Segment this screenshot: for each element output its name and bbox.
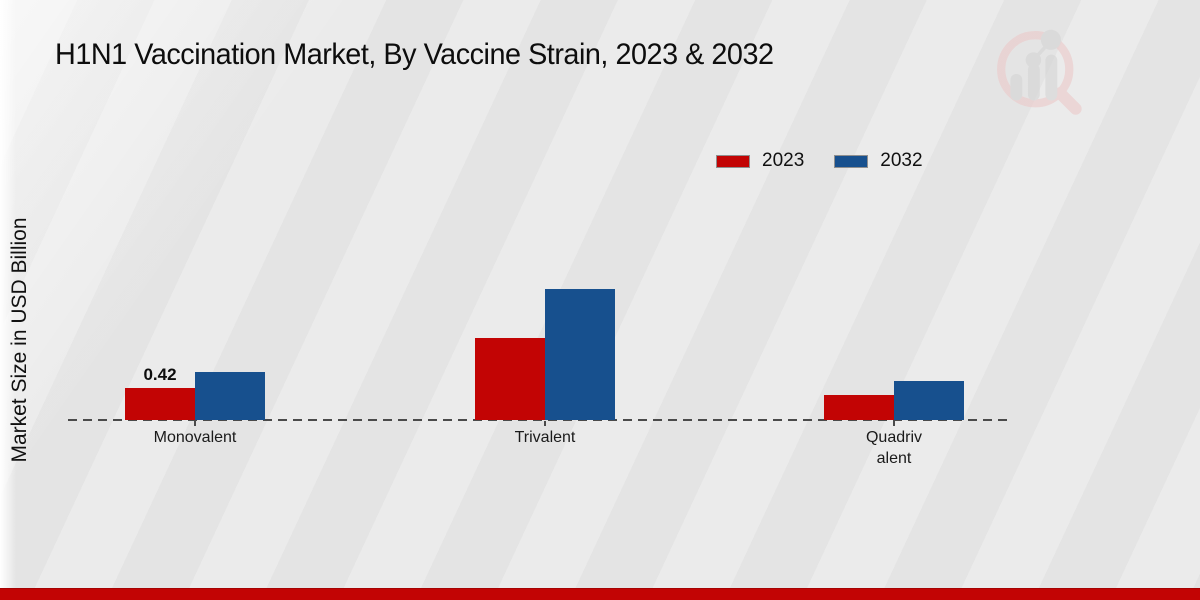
x-axis-tick	[893, 421, 895, 426]
bar-2032-quadrivalent	[894, 381, 964, 420]
chart-title: H1N1 Vaccination Market, By Vaccine Stra…	[55, 38, 774, 71]
footer-accent-bar	[0, 588, 1200, 600]
legend-label-2023: 2023	[762, 150, 805, 171]
legend-swatch-2032	[834, 154, 869, 168]
x-axis-tick	[544, 421, 546, 426]
x-axis-line	[68, 419, 1008, 421]
bar-2032-trivalent	[545, 288, 615, 420]
x-tick-label-quadrivalent: Quadriv alent	[865, 429, 923, 467]
legend-swatch-2023	[716, 154, 750, 168]
bar-value-label: 0.42	[143, 364, 177, 384]
logo-icon	[997, 29, 1082, 115]
x-tick-label-trivalent: Trivalent	[514, 429, 576, 446]
bar-2023-quadrivalent	[824, 394, 894, 420]
bar-2023-monovalent	[125, 387, 195, 420]
x-tick-label-monovalent: Monovalent	[153, 429, 237, 446]
bar-2032-monovalent	[195, 371, 265, 420]
legend-label-2032: 2032	[880, 150, 923, 171]
bar-2023-trivalent	[475, 337, 545, 420]
legend: 2023 2032	[716, 150, 923, 172]
x-axis-tick	[194, 421, 196, 426]
legend-item-2032: 2032	[834, 150, 923, 172]
legend-item-2023: 2023	[716, 150, 804, 172]
